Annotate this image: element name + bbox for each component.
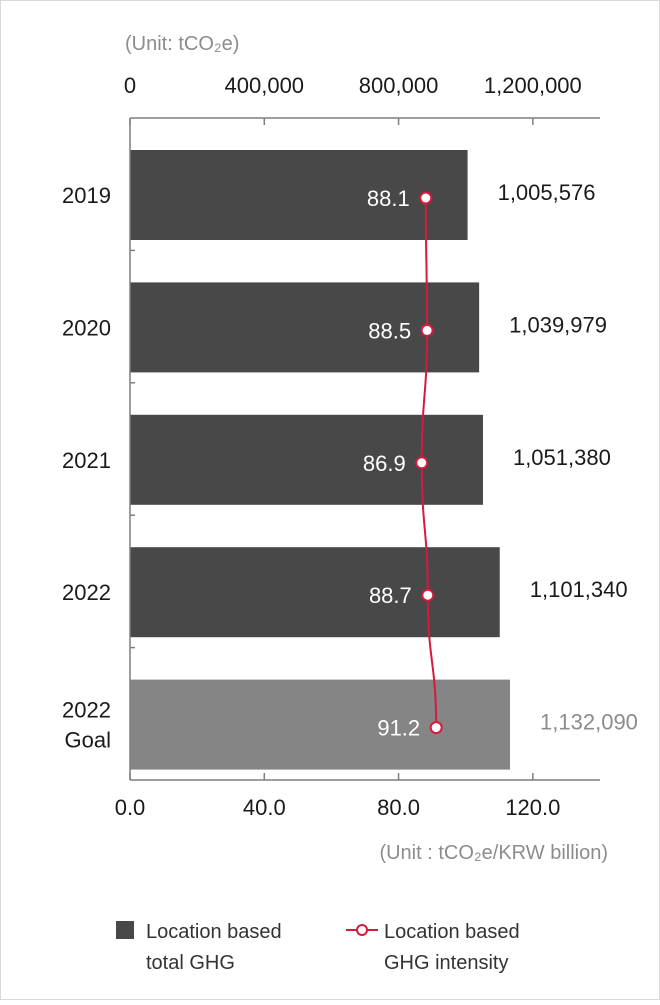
category-label: 2022 bbox=[62, 580, 111, 605]
top-axis-tick-label: 0 bbox=[124, 73, 136, 98]
legend-line-label: GHG intensity bbox=[384, 952, 508, 974]
top-axis-tick-label: 800,000 bbox=[359, 73, 439, 98]
intensity-point bbox=[415, 456, 429, 470]
bar-value-label: 1,051,380 bbox=[513, 445, 611, 470]
intensity-value-label: 88.7 bbox=[369, 583, 412, 608]
intensity-point bbox=[429, 721, 443, 735]
top-axis-tick-label: 400,000 bbox=[225, 73, 305, 98]
category-label: 2022 bbox=[62, 698, 111, 723]
bottom-axis-tick-label: 0.0 bbox=[115, 795, 146, 820]
bar-total-ghg bbox=[130, 282, 480, 373]
bar-total-ghg bbox=[130, 547, 500, 638]
category-label: 2021 bbox=[62, 448, 111, 473]
bottom-axis-tick-label: 80.0 bbox=[377, 795, 420, 820]
intensity-value-label: 88.1 bbox=[367, 186, 410, 211]
bar-total-ghg bbox=[130, 679, 511, 770]
top-axis-tick-label: 1,200,000 bbox=[484, 73, 582, 98]
top-axis-unit-label: (Unit: tCO₂e) bbox=[125, 33, 239, 55]
intensity-point bbox=[420, 323, 434, 337]
bottom-axis-tick-label: 40.0 bbox=[243, 795, 286, 820]
category-label: 2020 bbox=[62, 315, 111, 340]
bar-value-label: 1,039,979 bbox=[509, 312, 607, 337]
intensity-point bbox=[421, 588, 435, 602]
intensity-value-label: 86.9 bbox=[363, 451, 406, 476]
category-label: 2019 bbox=[62, 183, 111, 208]
bar-value-label: 1,132,090 bbox=[540, 710, 638, 735]
bottom-axis-tick-label: 120.0 bbox=[505, 795, 560, 820]
bar-value-label: 1,101,340 bbox=[530, 577, 628, 602]
bar-value-label: 1,005,576 bbox=[498, 180, 596, 205]
legend-bar-swatch bbox=[116, 921, 134, 939]
intensity-value-label: 91.2 bbox=[377, 716, 420, 741]
legend-line-marker bbox=[356, 924, 368, 936]
intensity-value-label: 88.5 bbox=[368, 318, 411, 343]
legend-bar-label: total GHG bbox=[146, 952, 235, 974]
intensity-point bbox=[419, 191, 433, 205]
category-label: Goal bbox=[65, 728, 111, 753]
legend-bar-label: Location based bbox=[146, 921, 282, 943]
bar-total-ghg bbox=[130, 150, 468, 240]
legend-line-label: Location based bbox=[384, 921, 520, 943]
bottom-axis-unit-label: (Unit : tCO₂e/KRW billion) bbox=[379, 842, 608, 864]
